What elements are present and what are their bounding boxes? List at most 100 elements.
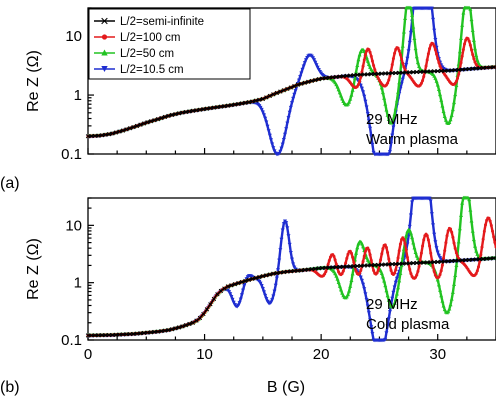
data-point: [373, 68, 377, 72]
data-point: [449, 113, 454, 117]
data-point: [449, 227, 453, 231]
data-point: [243, 278, 248, 284]
data-point: [359, 75, 363, 79]
data-point: [400, 255, 405, 259]
data-point: [334, 74, 339, 80]
data-point: [368, 318, 373, 322]
data-point: [393, 261, 398, 267]
annotation-plasma: Cold plasma: [366, 316, 450, 333]
data-point: [287, 242, 292, 247]
data-point: [313, 60, 318, 65]
data-point: [428, 244, 432, 248]
data-point: [480, 245, 484, 249]
data-point: [450, 230, 454, 234]
data-point: [442, 256, 446, 260]
data-point: [469, 17, 474, 22]
data-point: [414, 54, 419, 59]
data-point: [477, 257, 482, 262]
data-point: [383, 243, 387, 247]
data-point: [239, 279, 245, 285]
data-point: [148, 330, 154, 335]
data-point: [425, 69, 430, 74]
data-point: [228, 292, 233, 296]
data-point: [176, 325, 182, 330]
data-point: [232, 282, 238, 287]
data-point: [403, 16, 408, 21]
data-point: [414, 69, 419, 75]
data-point: [300, 67, 305, 72]
data-point: [425, 260, 430, 265]
series-line: [87, 196, 496, 337]
data-point: [475, 269, 479, 273]
data-point: [299, 268, 304, 273]
data-point: [433, 38, 438, 42]
data-point: [376, 268, 380, 272]
data-point: [295, 268, 300, 273]
data-point: [419, 81, 423, 85]
data-point: [417, 264, 421, 268]
legend-marker: [101, 34, 108, 40]
data-point: [320, 265, 325, 271]
data-point: [327, 265, 332, 270]
data-point: [354, 69, 359, 74]
annotation-frequency: 29 MHz: [366, 111, 418, 128]
data-point: [379, 262, 384, 267]
data-point: [435, 250, 440, 255]
series-0: [85, 64, 496, 139]
data-point: [428, 260, 433, 265]
data-point: [422, 238, 426, 242]
data-point: [492, 235, 496, 239]
data-point: [411, 70, 416, 75]
data-point: [361, 244, 366, 249]
data-point: [270, 298, 275, 302]
data-point: [433, 76, 438, 80]
data-point: [92, 333, 98, 338]
data-point: [406, 49, 411, 54]
data-point: [365, 263, 370, 268]
data-point: [432, 69, 437, 74]
data-point: [345, 292, 350, 297]
data-point: [279, 237, 284, 242]
data-point: [263, 293, 268, 298]
data-point: [336, 87, 341, 92]
data-point: [387, 257, 391, 261]
data-point: [436, 253, 441, 258]
data-point: [262, 290, 267, 294]
data-point: [246, 100, 252, 105]
data-point: [288, 250, 293, 255]
data-point: [290, 257, 294, 262]
data-point: [345, 256, 349, 260]
data-point: [286, 234, 291, 238]
data-point: [315, 65, 320, 70]
data-point: [372, 71, 377, 77]
data-point: [127, 331, 133, 337]
data-point: [288, 105, 293, 110]
x-tick-label: 10: [196, 346, 213, 363]
data-point: [260, 96, 266, 102]
data-point: [340, 272, 344, 276]
data-point: [306, 79, 311, 84]
data-point: [460, 201, 465, 205]
data-point: [432, 28, 437, 33]
data-point: [152, 329, 157, 335]
data-point: [237, 301, 242, 305]
panel-label: (b): [0, 379, 20, 396]
data-point: [418, 260, 423, 265]
data-point: [474, 249, 479, 253]
data-point: [302, 80, 307, 85]
data-point: [92, 133, 98, 139]
data-point: [390, 133, 395, 138]
data-point: [106, 332, 112, 338]
data-point: [250, 276, 255, 282]
data-point: [113, 332, 119, 337]
data-point: [439, 68, 444, 74]
data-point: [358, 72, 363, 77]
data-point: [446, 259, 451, 264]
data-point: [426, 52, 430, 56]
data-point: [404, 62, 409, 67]
data-point: [264, 297, 269, 301]
data-point: [296, 78, 301, 83]
data-point: [355, 63, 360, 67]
data-point: [431, 223, 436, 228]
